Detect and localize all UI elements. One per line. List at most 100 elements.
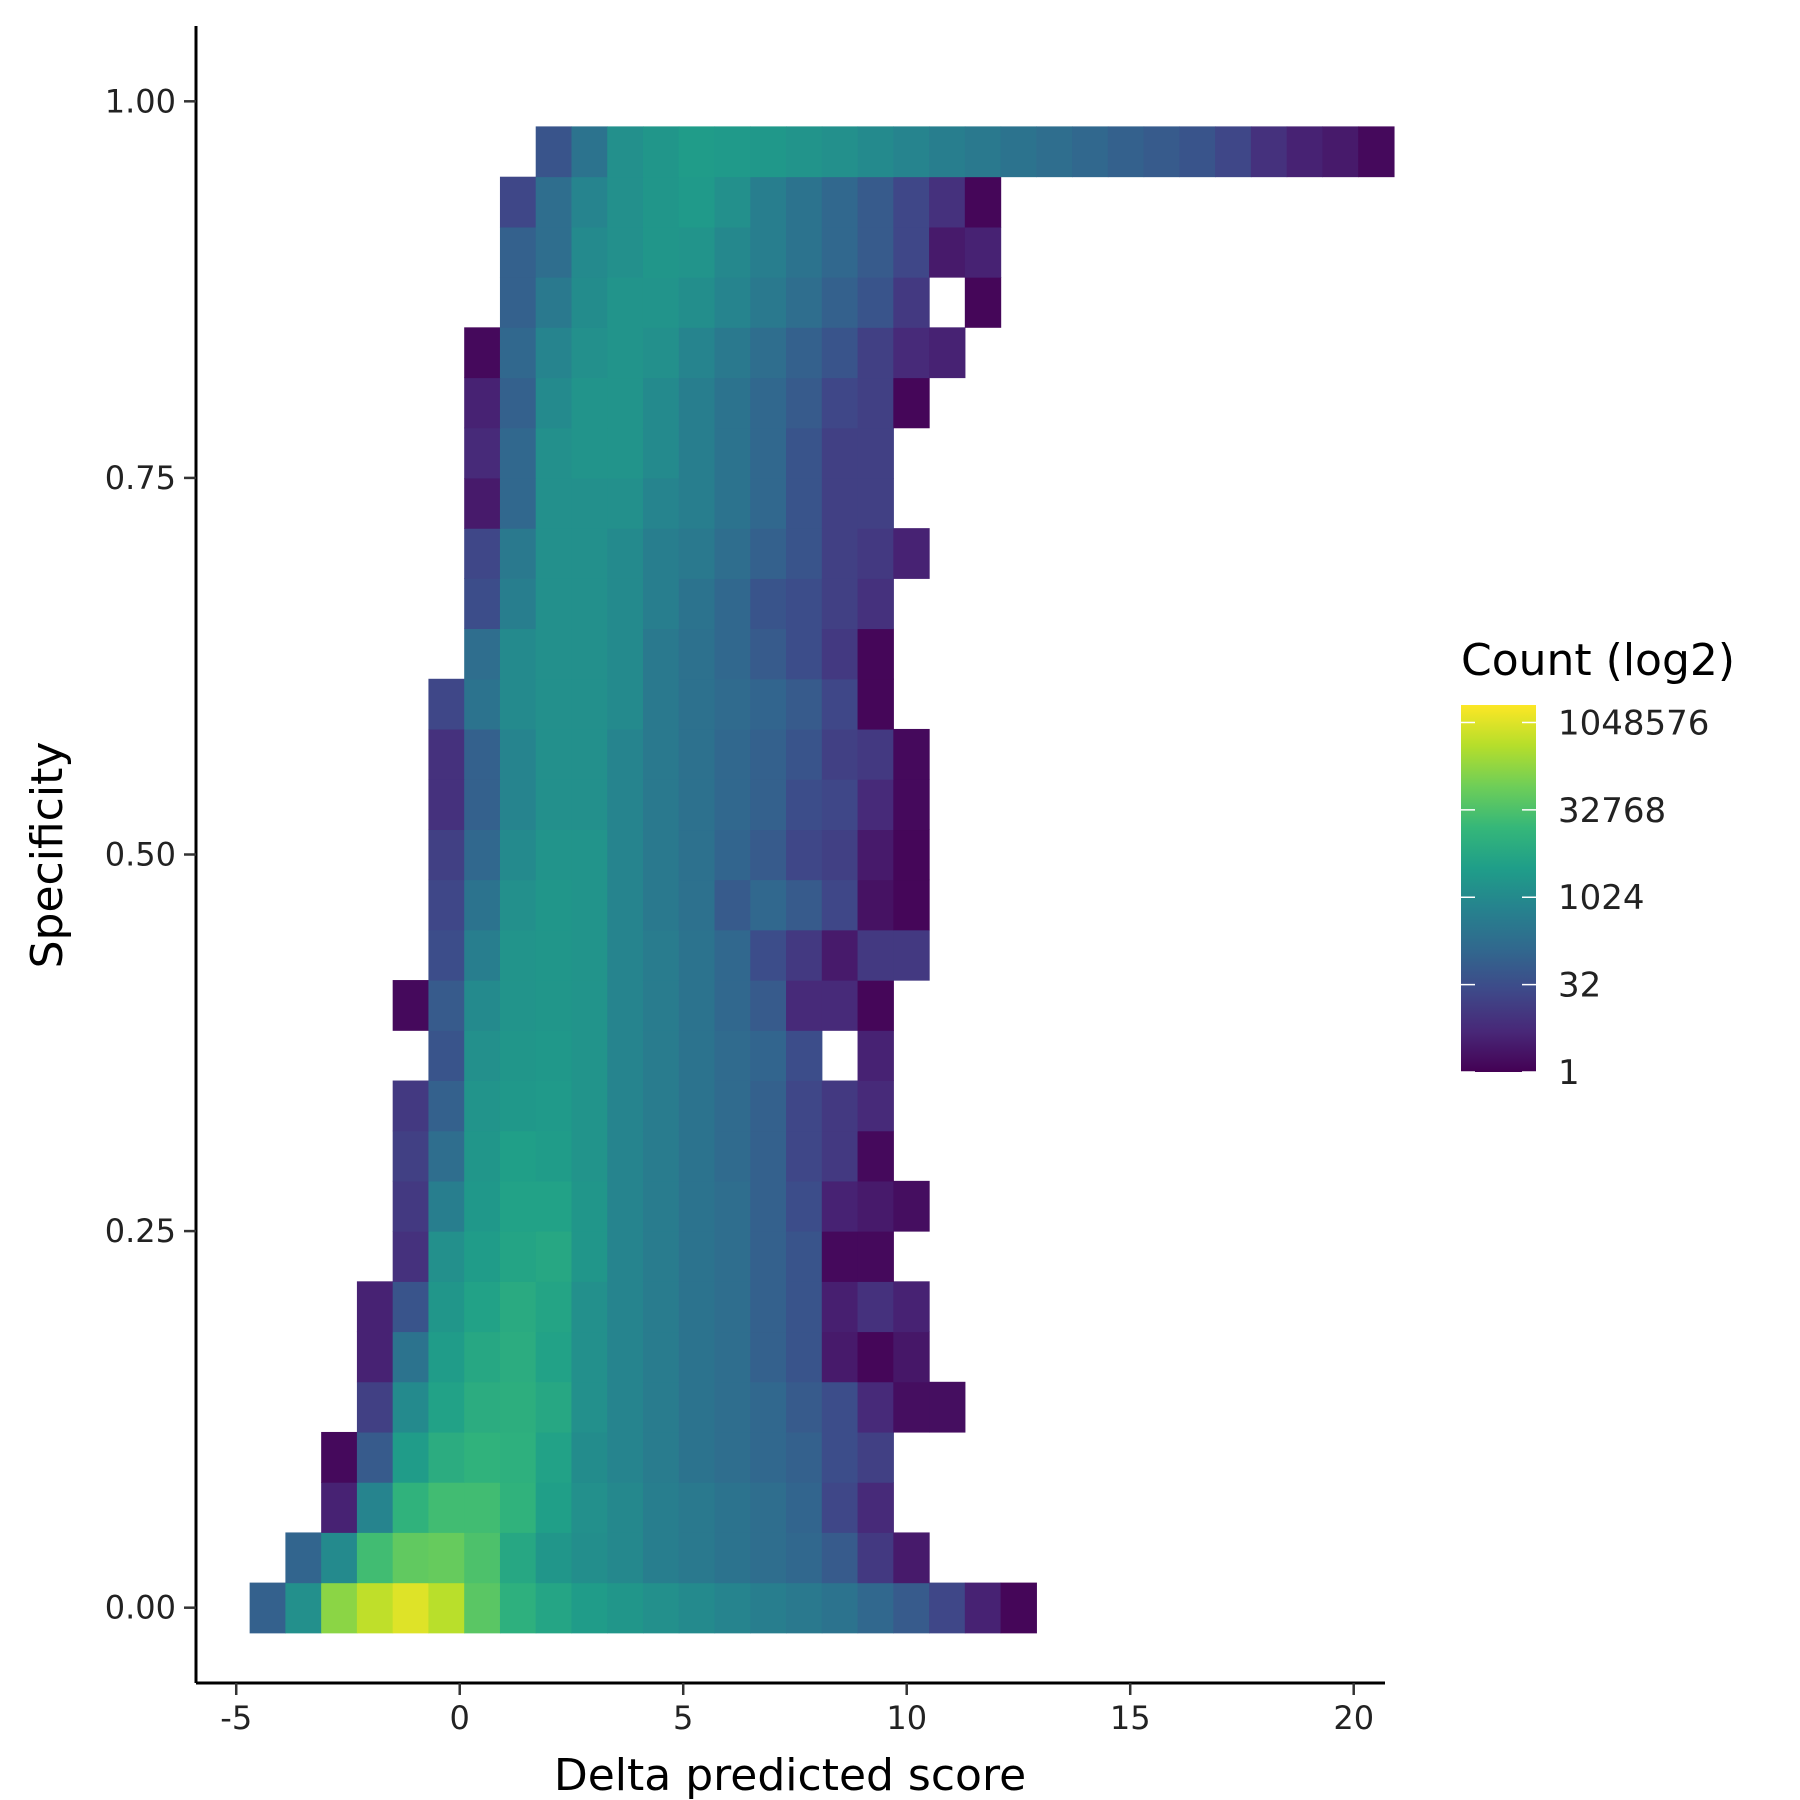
heatmap-cell xyxy=(821,678,859,730)
heatmap-cell xyxy=(607,377,644,429)
heatmap-cell xyxy=(821,277,859,328)
heatmap-cell xyxy=(642,829,680,881)
heatmap-cell xyxy=(499,628,537,680)
heatmap-cell xyxy=(786,176,823,228)
heatmap-cell xyxy=(642,126,680,178)
heatmap-cell xyxy=(929,176,966,228)
heatmap-cell xyxy=(499,1381,537,1433)
heatmap-cell xyxy=(714,678,751,730)
heatmap-cell xyxy=(714,1231,751,1282)
heatmap-cell xyxy=(714,1582,751,1634)
heatmap-cell xyxy=(642,1532,680,1584)
heatmap-cell xyxy=(821,477,859,529)
heatmap-cell xyxy=(750,1030,787,1081)
heatmap-cell xyxy=(893,1180,930,1232)
heatmap-cell xyxy=(821,578,859,630)
heatmap-cell xyxy=(571,1180,608,1232)
heatmap-cell xyxy=(499,578,537,630)
heatmap-cell xyxy=(821,628,859,680)
heatmap-cell xyxy=(857,1231,894,1282)
heatmap-cell xyxy=(464,377,501,429)
heatmap-cell xyxy=(750,1482,787,1533)
heatmap-cell xyxy=(571,1482,608,1533)
heatmap-cell xyxy=(678,1482,716,1533)
heatmap-cell xyxy=(571,327,608,379)
heatmap-cell xyxy=(714,1431,751,1483)
heatmap-cell xyxy=(786,779,823,831)
heatmap-cell xyxy=(750,377,787,429)
heatmap-cell xyxy=(821,779,859,831)
heatmap-cell xyxy=(857,628,894,680)
heatmap-cell xyxy=(535,226,573,278)
heatmap-cell xyxy=(642,176,680,228)
heatmap-cell xyxy=(642,879,680,931)
heatmap-cell xyxy=(678,1281,716,1333)
heatmap-cell xyxy=(642,1080,680,1132)
heatmap-cell xyxy=(786,226,823,278)
legend-tick-label: 32768 xyxy=(1558,791,1666,831)
heatmap-cell xyxy=(750,1180,787,1232)
heatmap-cell xyxy=(714,1331,751,1383)
heatmap-cell xyxy=(821,829,859,881)
heatmap-cell xyxy=(857,277,894,328)
heatmap-cell xyxy=(678,1080,716,1132)
heatmap-cell xyxy=(535,1231,573,1282)
heatmap-cell xyxy=(678,1331,716,1383)
heatmap-cell xyxy=(821,1231,859,1282)
heatmap-cell xyxy=(1107,126,1145,178)
y-tick-label: 0.50 xyxy=(105,836,176,874)
heatmap-cell xyxy=(678,1180,716,1232)
heatmap-cell xyxy=(750,779,787,831)
heatmap-cell xyxy=(786,829,823,881)
heatmap-cell xyxy=(642,327,680,379)
heatmap-cell xyxy=(535,126,573,178)
heatmap-cell xyxy=(571,829,608,881)
heatmap-cell xyxy=(786,1582,823,1634)
heatmap-cell xyxy=(428,728,465,780)
heatmap-cell xyxy=(678,477,716,529)
heatmap-cell xyxy=(893,528,930,579)
heatmap-cell xyxy=(464,1231,501,1282)
heatmap-cell xyxy=(607,1381,644,1433)
heatmap-cell xyxy=(356,1482,394,1533)
heatmap-cell xyxy=(499,377,537,429)
heatmap-cell xyxy=(750,1431,787,1483)
legend-tick-label: 1048576 xyxy=(1558,703,1709,743)
heatmap-cell xyxy=(607,427,644,479)
heatmap-cell xyxy=(642,1231,680,1282)
heatmap-cell xyxy=(678,176,716,228)
heatmap-cell xyxy=(750,1281,787,1333)
heatmap-cell xyxy=(535,1331,573,1383)
heatmap-cell xyxy=(714,1482,751,1533)
heatmap-cell xyxy=(607,176,644,228)
heatmap-cell xyxy=(571,929,608,981)
heatmap-cell xyxy=(571,1582,608,1634)
heatmap-cell xyxy=(714,779,751,831)
heatmap-cell xyxy=(428,829,465,881)
heatmap-cell xyxy=(535,1431,573,1483)
x-tick-label: 0 xyxy=(450,1699,470,1737)
heatmap-cell xyxy=(571,126,608,178)
heatmap-cell xyxy=(571,176,608,228)
heatmap-cell xyxy=(535,980,573,1031)
heatmap-cell xyxy=(857,1030,894,1081)
heatmap-cell xyxy=(857,728,894,780)
heatmap-cell xyxy=(750,980,787,1031)
heatmap-cell xyxy=(1358,126,1395,178)
heatmap-cell xyxy=(499,1431,537,1483)
heatmap-cell xyxy=(607,980,644,1031)
heatmap-cell xyxy=(893,1281,930,1333)
heatmap-cell xyxy=(642,1381,680,1433)
heatmap-cell xyxy=(786,1532,823,1584)
heatmap-cell xyxy=(499,1582,537,1634)
heatmap-cell xyxy=(535,728,573,780)
heatmap-cell xyxy=(678,427,716,479)
heatmap-cell xyxy=(821,1130,859,1182)
heatmap-cell xyxy=(607,678,644,730)
heatmap-cell xyxy=(714,829,751,881)
heatmap-cell xyxy=(464,1030,501,1081)
heatmap-cell xyxy=(499,1080,537,1132)
heatmap-cell xyxy=(678,980,716,1031)
heatmap-cell xyxy=(428,1180,465,1232)
heatmap-cell xyxy=(607,1130,644,1182)
